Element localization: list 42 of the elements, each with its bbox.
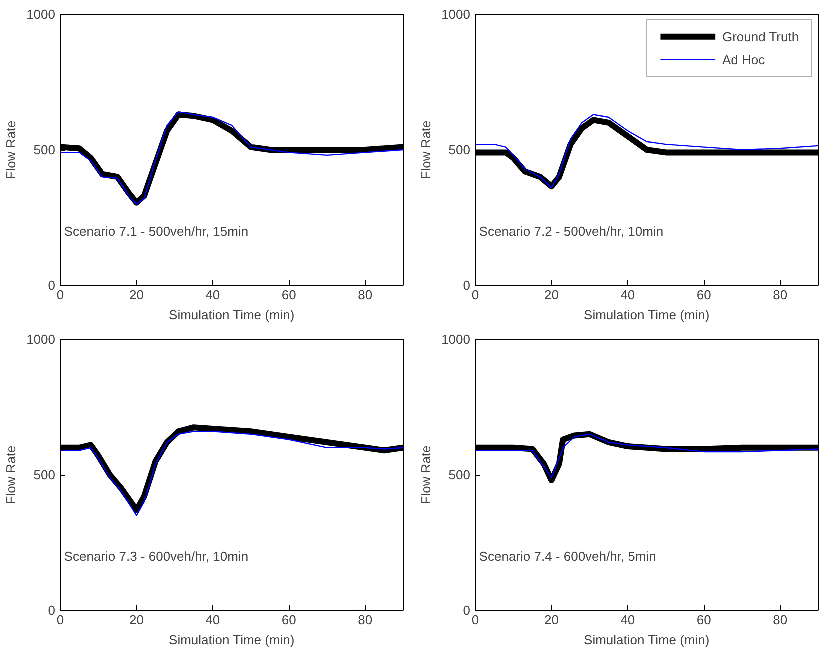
- y-tick-label: 500: [448, 468, 471, 482]
- x-tick-label: 80: [358, 288, 373, 302]
- x-tick-label: 20: [544, 612, 559, 628]
- x-tick-label: 40: [206, 288, 220, 302]
- x-tick-label: 60: [282, 288, 296, 302]
- y-tick-label: 1000: [442, 7, 470, 22]
- x-tick-label: 40: [620, 612, 636, 628]
- x-axis-title: Simulation Time (min): [169, 632, 295, 648]
- y-tick-label: 500: [448, 142, 471, 158]
- y-tick-label: 1000: [26, 7, 56, 22]
- x-tick-label: 80: [773, 288, 788, 302]
- x-tick-label: 80: [773, 612, 788, 628]
- y-tick-label: 500: [34, 468, 56, 482]
- y-axis-title: Flow Rate: [4, 446, 19, 504]
- y-tick-label: 0: [48, 603, 56, 618]
- x-tick-label: 40: [620, 288, 636, 302]
- y-tick-label: 0: [463, 278, 471, 293]
- annotation: Scenario 7.1 - 500veh/hr, 15min: [64, 224, 249, 239]
- y-tick-label: 0: [48, 278, 56, 293]
- x-tick-label: 60: [696, 612, 712, 628]
- legend-label: Ad Hoc: [722, 52, 766, 68]
- y-tick-label: 500: [34, 142, 56, 158]
- y-tick-label: 1000: [26, 332, 56, 347]
- x-tick-label: 20: [129, 288, 144, 302]
- y-tick-label: 1000: [442, 332, 470, 347]
- annotation: Scenario 7.2 - 500veh/hr, 10min: [479, 224, 664, 239]
- y-axis-title: Flow Rate: [4, 120, 19, 180]
- x-tick-label: 20: [544, 288, 559, 302]
- annotation: Scenario 7.4 - 600veh/hr, 5min: [479, 548, 656, 564]
- x-tick-label: 80: [358, 612, 373, 628]
- y-tick-label: 0: [463, 603, 471, 618]
- x-axis-title: Simulation Time (min): [169, 308, 295, 322]
- legend-label: Ground Truth: [722, 29, 800, 44]
- x-tick-label: 60: [282, 612, 296, 628]
- x-axis-title: Simulation Time (min): [584, 308, 710, 322]
- x-axis-title: Simulation Time (min): [584, 632, 710, 648]
- y-axis-title: Flow Rate: [418, 446, 434, 504]
- x-tick-label: 60: [696, 288, 712, 302]
- x-tick-label: 20: [129, 612, 144, 628]
- x-tick-label: 40: [206, 612, 220, 628]
- annotation: Scenario 7.3 - 600veh/hr, 10min: [64, 548, 249, 564]
- y-axis-title: Flow Rate: [418, 120, 434, 180]
